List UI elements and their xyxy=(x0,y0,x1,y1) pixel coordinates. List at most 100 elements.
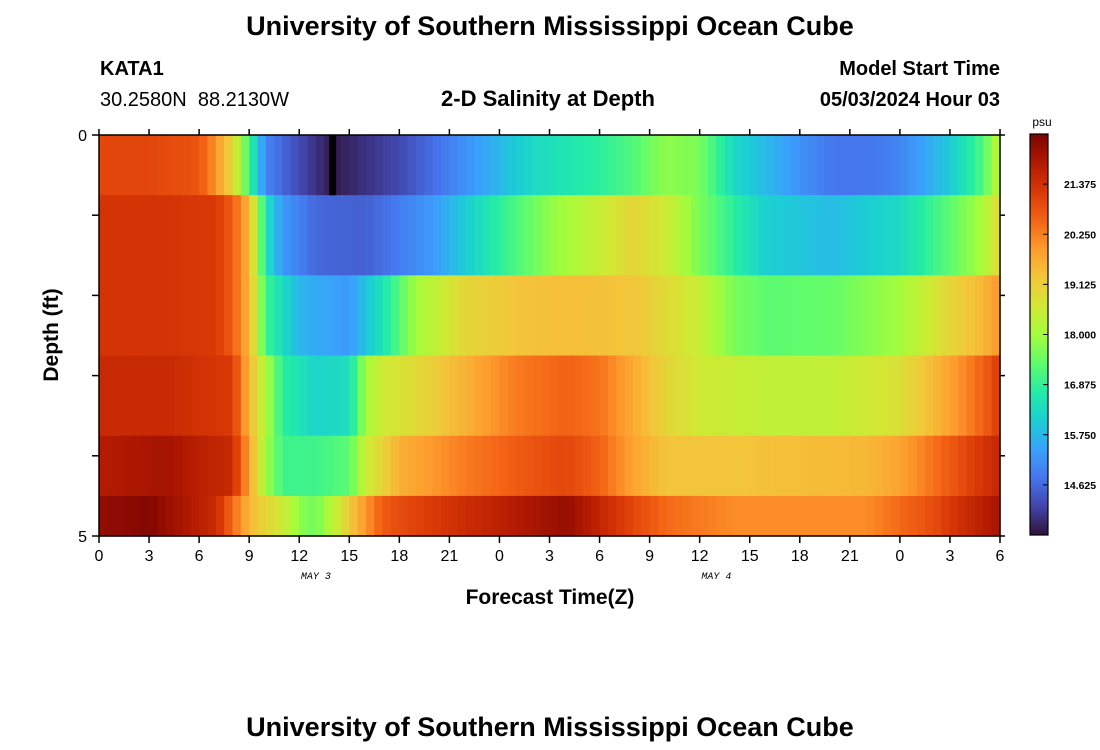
heatmap-cell xyxy=(858,355,868,437)
heatmap-cell xyxy=(282,135,292,196)
heatmap-cell xyxy=(449,435,459,497)
heatmap-cell xyxy=(240,135,250,196)
heatmap-cell xyxy=(733,355,742,437)
colorbar-unit: psu xyxy=(1032,115,1051,129)
heatmap-cell xyxy=(399,435,409,497)
heatmap-cell xyxy=(949,435,959,497)
heatmap-cell xyxy=(332,135,342,196)
heatmap-cell xyxy=(199,195,209,276)
heatmap-cell xyxy=(207,495,217,537)
heatmap-cell xyxy=(99,435,108,497)
heatmap-cell xyxy=(916,435,926,497)
heatmap-cell xyxy=(132,355,142,437)
heatmap-cell xyxy=(499,495,509,537)
heatmap-cell xyxy=(774,275,784,357)
heatmap-cell xyxy=(274,275,284,357)
heatmap-cell xyxy=(441,195,450,276)
heatmap-cell xyxy=(507,135,517,196)
heatmap-cell xyxy=(416,495,425,537)
heatmap-cell xyxy=(466,135,476,196)
heatmap-cell xyxy=(390,275,400,357)
heatmap-cell xyxy=(682,275,692,357)
heatmap-cell xyxy=(140,195,150,276)
heatmap-cell xyxy=(649,135,659,196)
heatmap-cell xyxy=(324,135,334,196)
heatmap-cell xyxy=(657,495,667,537)
heatmap-cell xyxy=(674,195,684,276)
heatmap-cell xyxy=(616,355,626,437)
heatmap-cell xyxy=(532,435,542,497)
heatmap-cell xyxy=(691,435,701,497)
x-axis-label: Forecast Time(Z) xyxy=(466,586,635,609)
heatmap-cell xyxy=(441,435,450,497)
heatmap-cell xyxy=(182,135,192,196)
heatmap-cell xyxy=(616,435,626,497)
heatmap-cell xyxy=(115,435,125,497)
heatmap-cell xyxy=(274,355,284,437)
heatmap-cell xyxy=(599,355,609,437)
heatmap-cell xyxy=(824,495,834,537)
heatmap-cell xyxy=(741,435,751,497)
x-tick-label: 18 xyxy=(390,548,408,565)
heatmap-cell xyxy=(199,135,209,196)
heatmap-cell xyxy=(783,355,793,437)
heatmap-cell xyxy=(641,495,651,537)
heatmap-cell xyxy=(799,435,809,497)
heatmap-cell xyxy=(374,275,384,357)
heatmap-cell xyxy=(290,195,300,276)
heatmap-cell xyxy=(516,275,526,357)
heatmap-cell xyxy=(966,495,976,537)
heatmap-cell xyxy=(891,495,901,537)
heatmap-cell xyxy=(749,355,759,437)
heatmap-cell xyxy=(165,495,175,537)
heatmap-cell xyxy=(816,195,826,276)
heatmap-cell xyxy=(390,135,400,196)
x-tick-label: 3 xyxy=(545,548,554,565)
heatmap-cell xyxy=(874,495,884,537)
heatmap-cell xyxy=(466,435,476,497)
heatmap-cell xyxy=(382,135,392,196)
heatmap-cell xyxy=(499,435,509,497)
heatmap-cell xyxy=(482,355,492,437)
heatmap-cell xyxy=(140,355,150,437)
heatmap-cell xyxy=(791,275,801,357)
heatmap-cell xyxy=(858,135,868,196)
heatmap-cell xyxy=(607,435,617,497)
heatmap-cell xyxy=(482,135,492,196)
heatmap-cell xyxy=(149,355,158,437)
heatmap-cell xyxy=(974,135,984,196)
heatmap-cell xyxy=(841,195,851,276)
heatmap-cell xyxy=(774,495,784,537)
heatmap-cell xyxy=(799,495,809,537)
heatmap-cell xyxy=(499,355,509,437)
heatmap-cell xyxy=(516,495,526,537)
colorbar-tick-label: 18.000 xyxy=(1064,330,1096,342)
heatmap-cell xyxy=(199,275,209,357)
heatmap-cell xyxy=(766,435,776,497)
heatmap-cell xyxy=(824,135,834,196)
heatmap-cell xyxy=(549,275,559,357)
heatmap-cell xyxy=(991,355,1001,437)
heatmap-cell xyxy=(499,275,509,357)
heatmap-cell xyxy=(382,195,392,276)
heatmap-cell xyxy=(232,435,242,497)
heatmap-cell xyxy=(858,195,868,276)
heatmap-cell xyxy=(649,275,659,357)
heatmap-cell xyxy=(382,355,392,437)
heatmap-cell xyxy=(474,135,484,196)
heatmap-cell xyxy=(916,195,926,276)
heatmap-cell xyxy=(115,495,125,537)
heatmap-cell xyxy=(424,495,434,537)
heatmap-cell xyxy=(958,195,968,276)
heatmap-cell xyxy=(290,275,300,357)
heatmap-cell xyxy=(949,135,959,196)
heatmap-cell xyxy=(190,135,200,196)
heatmap-cell xyxy=(682,195,692,276)
heatmap-cell xyxy=(224,495,234,537)
heatmap-cell xyxy=(991,495,1001,537)
heatmap-cell xyxy=(516,135,526,196)
heatmap-cell xyxy=(641,195,651,276)
heatmap-cell xyxy=(249,275,259,357)
heatmap-cell xyxy=(416,135,425,196)
heatmap-cell xyxy=(783,275,793,357)
